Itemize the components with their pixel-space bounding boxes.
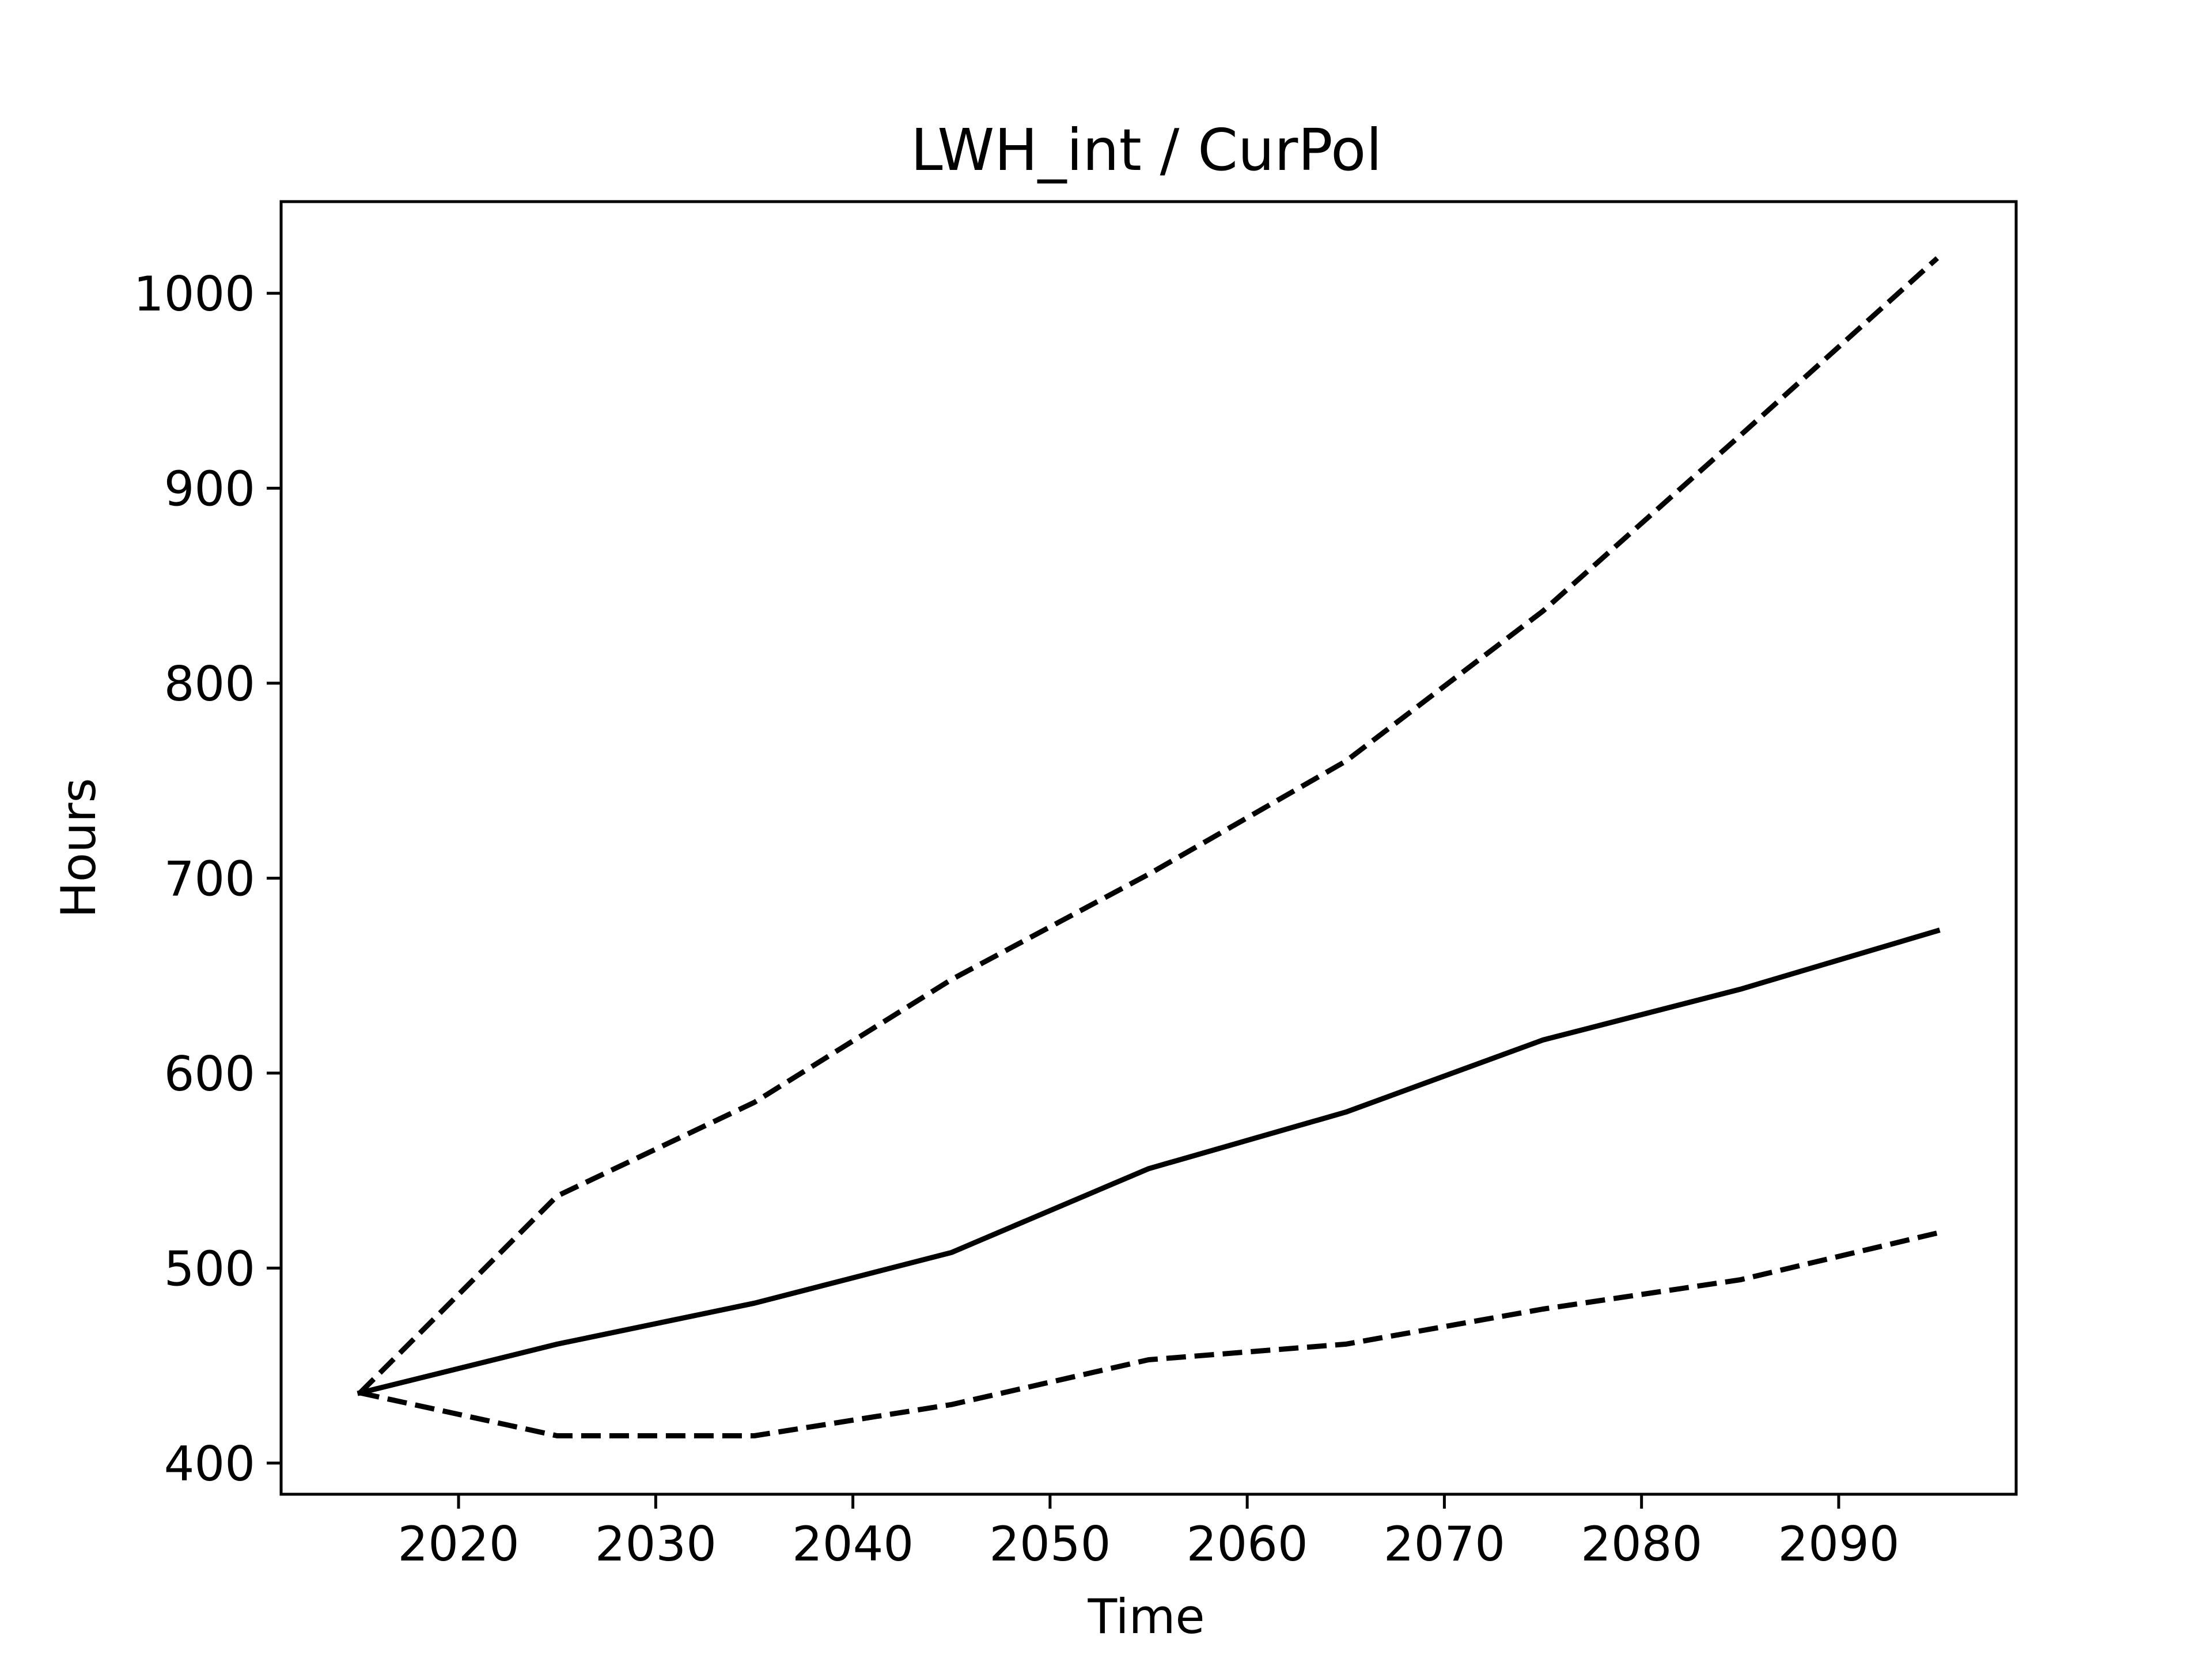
y-axis-title: Hours	[51, 778, 107, 918]
x-tick-label: 2060	[1187, 1516, 1308, 1572]
y-tick-label: 400	[164, 1436, 255, 1492]
x-axis: 2020 2030 2040 2050 2060 2070 2080 2090	[397, 1494, 1900, 1572]
y-tick-label: 800	[164, 656, 255, 712]
series-line-2-dashed	[358, 256, 1940, 1395]
x-tick-label: 2030	[595, 1516, 717, 1572]
y-axis: 400 500 600 700 800 900 1000	[134, 266, 281, 1492]
y-tick-label: 500	[164, 1241, 255, 1297]
y-tick-label: 900	[164, 461, 255, 517]
plot-frame	[279, 200, 2018, 1496]
x-tick-label: 2050	[989, 1516, 1111, 1572]
series-line-3-dashed	[359, 1230, 1938, 1438]
x-tick-label: 2070	[1384, 1516, 1505, 1572]
chart-title: LWH_int / CurPol	[911, 116, 1382, 184]
x-tick-label: 2090	[1778, 1516, 1899, 1572]
x-tick-label: 2020	[397, 1516, 519, 1572]
x-axis-title: Time	[1087, 1589, 1205, 1645]
series-line-1-solid	[357, 927, 1941, 1396]
series-layer	[357, 256, 1941, 1438]
y-tick-label: 700	[164, 851, 255, 907]
y-tick-label: 600	[164, 1046, 255, 1102]
x-tick-label: 2040	[792, 1516, 914, 1572]
y-tick-label: 1000	[134, 266, 255, 322]
x-tick-label: 2080	[1581, 1516, 1702, 1572]
